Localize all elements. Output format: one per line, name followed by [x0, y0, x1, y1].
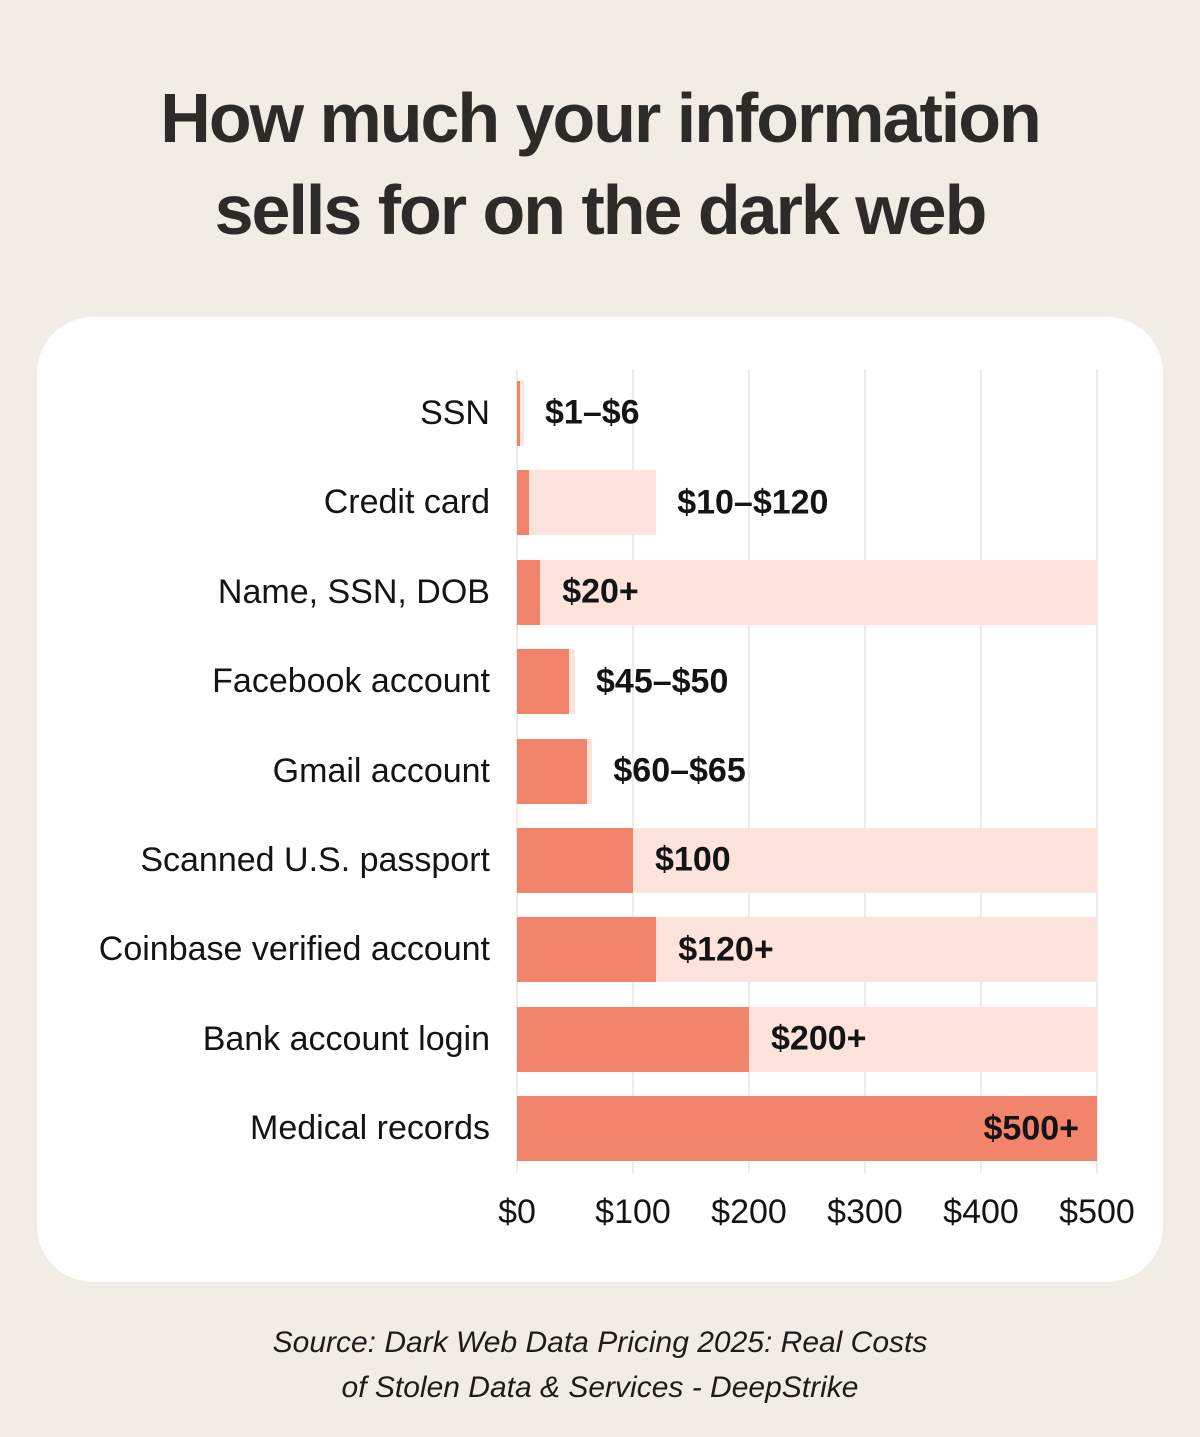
x-axis-tick-label: $300: [827, 1193, 903, 1232]
source-line2: of Stolen Data & Services - DeepStrike: [341, 1370, 859, 1404]
bar-row: $20+: [517, 548, 1097, 637]
bar-row: $45–$50: [517, 637, 1097, 726]
category-label: Name, SSN, DOB: [217, 572, 490, 611]
bar-value-label: $10–$120: [677, 483, 829, 522]
bar-value-label: $500+: [983, 1109, 1080, 1148]
page-title-line1: How much your information: [160, 79, 1041, 157]
bar-range-segment: [517, 649, 575, 715]
bar-minimum-segment: [517, 559, 541, 625]
x-axis-tick-label: $200: [711, 1193, 787, 1232]
category-label: SSN: [420, 393, 490, 432]
bar-chart: SSN Credit card Name, SSN, DOB Facebook acc…: [64, 368, 1163, 1244]
category-label: Medical records: [250, 1109, 490, 1148]
bar-row: $120+: [517, 905, 1097, 994]
gridline: [980, 368, 982, 1174]
bar-range-segment: [517, 827, 1097, 893]
gridline: [748, 368, 750, 1174]
bar-value-label: $45–$50: [596, 662, 729, 701]
x-axis: $0 $100 $200 $300 $400 $500: [498, 1173, 1135, 1243]
bar-value-label: $60–$65: [613, 751, 746, 790]
category-label: Facebook account: [212, 662, 490, 701]
bar-range-segment: [517, 470, 657, 536]
category-label: Scanned U.S. passport: [140, 840, 490, 879]
bar-chart-rows: SSN Credit card Name, SSN, DOB Facebook acc…: [64, 368, 1098, 1174]
x-axis-tick-label: $400: [943, 1193, 1019, 1232]
gridline: [864, 368, 866, 1174]
bar-minimum-segment: [517, 470, 529, 536]
category-label: Gmail account: [272, 751, 490, 790]
bar-range-segment: [517, 738, 593, 804]
bar-value-label: $200+: [771, 1019, 867, 1058]
bar-minimum-segment: [517, 649, 570, 715]
category-label: Bank account login: [202, 1019, 490, 1058]
bar-row: $500+: [517, 1084, 1097, 1173]
bar-minimum-segment: [517, 1006, 749, 1072]
source-line1: Source: Dark Web Data Pricing 2025: Real…: [272, 1325, 928, 1359]
bar-range-segment: [517, 380, 524, 446]
x-axis-tick-label: $0: [498, 1193, 536, 1232]
category-label: Coinbase verified account: [98, 930, 490, 969]
bar-value-label: $100: [655, 840, 731, 879]
bar-value-label: $120+: [678, 930, 774, 969]
bar-minimum-segment: [517, 738, 587, 804]
bar-range-segment: [517, 917, 1097, 983]
category-label: Credit card: [323, 483, 490, 522]
bar-row: $60–$65: [517, 726, 1097, 815]
category-labels-column: SSN Credit card Name, SSN, DOB Facebook acc…: [64, 369, 517, 1174]
bar-minimum-segment: [517, 827, 633, 893]
bar-range-segment: [517, 1096, 1097, 1162]
bar-minimum-segment: [517, 917, 657, 983]
source-note: Source: Dark Web Data Pricing 2025: Real…: [0, 1320, 1200, 1410]
bar-range-segment: [517, 1006, 1097, 1072]
bar-row: $1–$6: [517, 369, 1097, 458]
page-title: How much your information sells for on t…: [0, 0, 1200, 257]
page-title-line2: sells for on the dark web: [214, 171, 988, 250]
x-axis-tick-label: $500: [1059, 1193, 1135, 1232]
bar-row: $200+: [517, 995, 1097, 1084]
bars-container: $1–$6 $10–$120 $20+ $45–$50 $60–$65 $100 $120+…: [517, 369, 1097, 1174]
gridline: [1096, 368, 1098, 1174]
gridline: [632, 368, 634, 1174]
bar-row: $100: [517, 816, 1097, 905]
bar-value-label: $1–$6: [545, 393, 640, 432]
bar-minimum-segment: [517, 380, 520, 446]
plot-area: $1–$6 $10–$120 $20+ $45–$50 $60–$65 $100 $120+…: [516, 368, 1098, 1174]
bar-value-label: $20+: [562, 572, 639, 611]
bar-minimum-segment: [517, 1096, 1097, 1162]
bar-row: $10–$120: [517, 458, 1097, 547]
bar-range-segment: [517, 559, 1097, 625]
chart-card: SSN Credit card Name, SSN, DOB Facebook acc…: [37, 316, 1163, 1282]
x-axis-tick-label: $100: [595, 1193, 671, 1232]
